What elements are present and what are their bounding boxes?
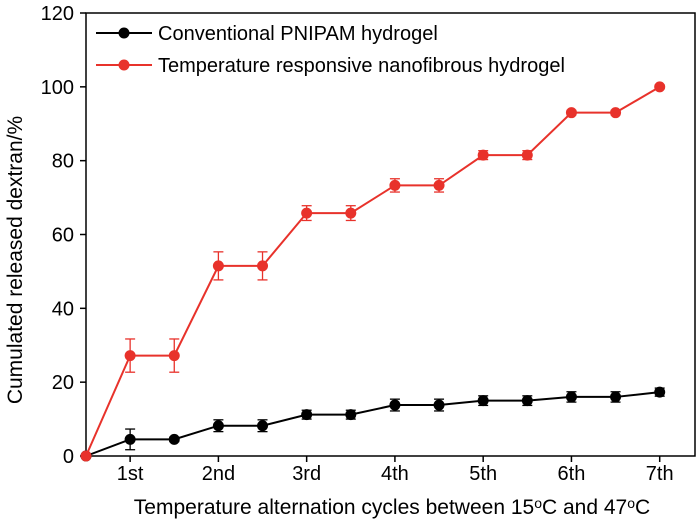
plot-area xyxy=(85,12,696,457)
data-point xyxy=(212,260,224,272)
data-point xyxy=(654,386,666,398)
x-tick-label: 7th xyxy=(646,463,674,485)
x-axis: 1st 2nd 3rd 4th 5th 6th 7th xyxy=(117,456,674,485)
data-point xyxy=(168,433,180,445)
data-point xyxy=(345,409,357,421)
y-tick-label: 40 xyxy=(52,298,74,320)
data-point xyxy=(257,420,269,432)
series-line xyxy=(85,391,660,457)
data-point xyxy=(124,350,136,362)
y-tick-label: 0 xyxy=(63,446,74,468)
y-tick-label: 20 xyxy=(52,372,74,394)
data-point xyxy=(345,207,357,219)
data-point xyxy=(301,207,313,219)
y-tick-label: 100 xyxy=(41,77,74,99)
data-point xyxy=(389,179,401,191)
data-point xyxy=(521,395,533,407)
x-tick-label: 1st xyxy=(117,463,144,485)
legend-marker xyxy=(118,27,130,39)
series-layer xyxy=(80,81,666,462)
y-tick-label: 80 xyxy=(52,151,74,173)
y-axis: 0 20 40 60 80 100 120 xyxy=(41,3,86,468)
y-tick-label: 60 xyxy=(52,225,74,247)
data-point xyxy=(477,149,489,161)
data-point xyxy=(433,399,445,411)
x-tick-label: 4th xyxy=(381,463,409,485)
legend: Conventional PNIPAM hydrogel Temperature … xyxy=(96,23,565,77)
data-point xyxy=(654,81,666,93)
data-point xyxy=(521,149,533,161)
data-point xyxy=(433,179,445,191)
data-point xyxy=(80,450,92,462)
series-0 xyxy=(80,386,666,462)
data-point xyxy=(610,391,622,403)
y-tick-label: 120 xyxy=(41,3,74,25)
data-point xyxy=(257,260,269,272)
data-point xyxy=(565,391,577,403)
data-point xyxy=(301,409,313,421)
data-point xyxy=(389,399,401,411)
legend-label: Temperature responsive nanofibrous hydro… xyxy=(158,55,565,77)
data-point xyxy=(610,107,622,119)
data-point xyxy=(124,433,136,445)
y-axis-label: Cumulated released dextran/% xyxy=(4,116,27,404)
x-tick-label: 6th xyxy=(558,463,586,485)
data-point xyxy=(477,395,489,407)
x-tick-label: 5th xyxy=(469,463,497,485)
series-line xyxy=(85,85,661,457)
data-point xyxy=(565,107,577,119)
x-tick-label: 3rd xyxy=(292,463,321,485)
x-tick-label: 2nd xyxy=(202,463,235,485)
series-1 xyxy=(80,81,666,462)
data-point xyxy=(168,350,180,362)
plot-frame xyxy=(85,12,696,457)
data-point xyxy=(212,420,224,432)
legend-marker xyxy=(118,59,130,71)
x-axis-label: Temperature alternation cycles between 1… xyxy=(134,495,650,519)
legend-label: Conventional PNIPAM hydrogel xyxy=(158,23,438,45)
